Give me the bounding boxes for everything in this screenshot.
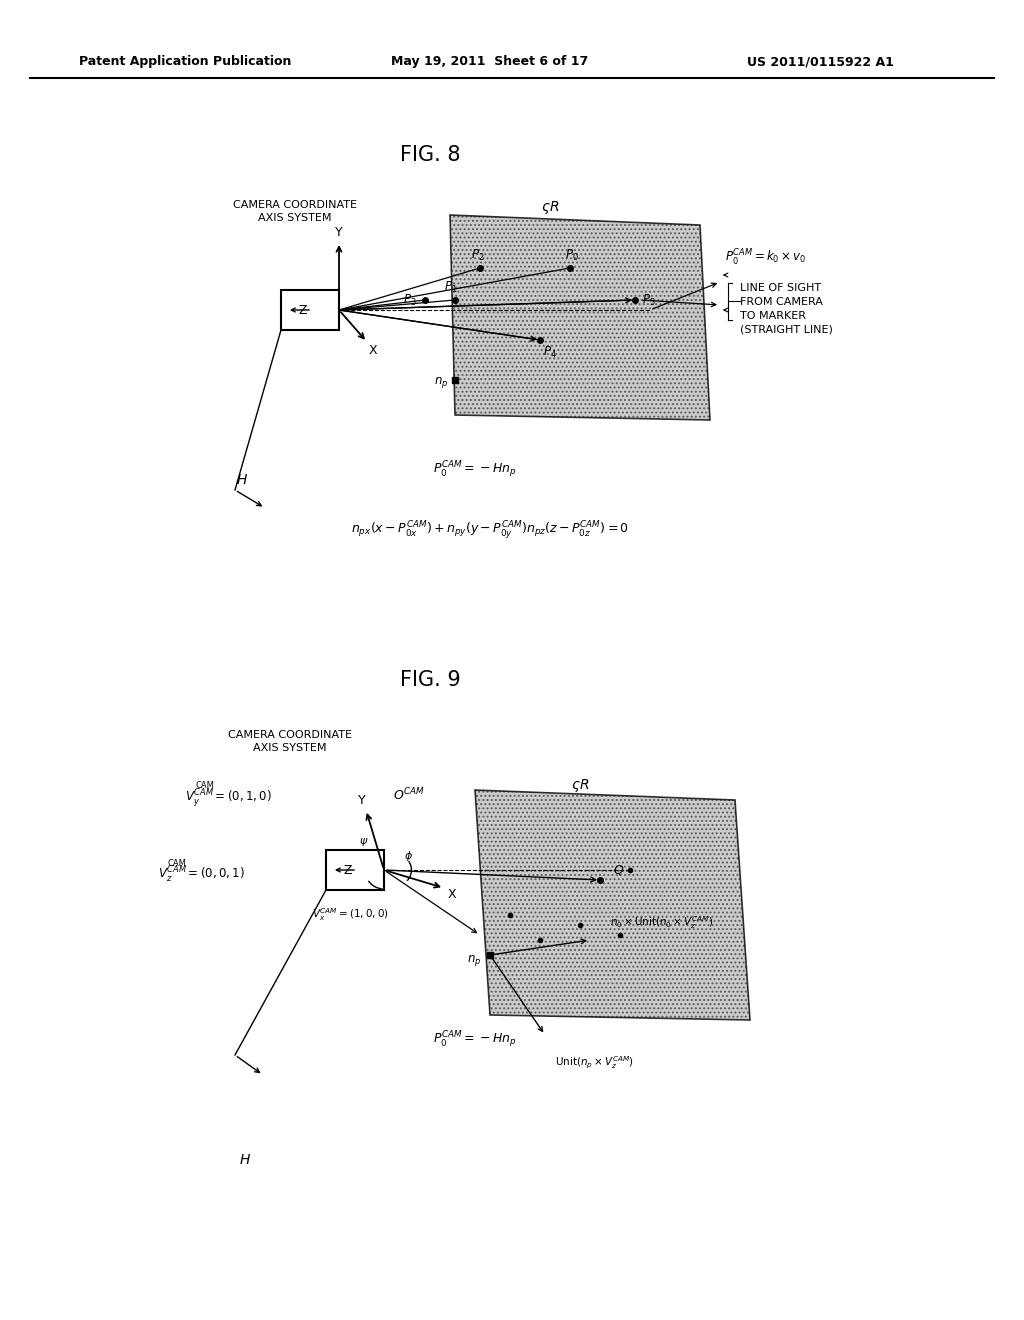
Text: FIG. 9: FIG. 9: [399, 671, 461, 690]
Text: AXIS SYSTEM: AXIS SYSTEM: [253, 743, 327, 752]
Text: $P_2$: $P_2$: [471, 247, 484, 263]
Text: May 19, 2011  Sheet 6 of 17: May 19, 2011 Sheet 6 of 17: [391, 55, 589, 69]
Text: Y: Y: [358, 793, 366, 807]
Text: $\psi$: $\psi$: [359, 836, 369, 847]
Text: $P_4$: $P_4$: [543, 345, 557, 359]
Text: CAMERA COORDINATE: CAMERA COORDINATE: [228, 730, 352, 741]
Text: CAMERA COORDINATE: CAMERA COORDINATE: [233, 201, 357, 210]
Text: CAM: CAM: [195, 781, 214, 791]
Text: $n_{px}(x - P_{0x}^{CAM}) + n_{py}(y - P_{0y}^{CAM})n_{pz}(z - P_{0z}^{CAM}) = 0: $n_{px}(x - P_{0x}^{CAM}) + n_{py}(y - P…: [351, 519, 629, 541]
Text: LINE OF SIGHT: LINE OF SIGHT: [740, 282, 821, 293]
Text: $\varsigma$R: $\varsigma$R: [541, 199, 559, 216]
Text: $V_z^{CAM} = (0, 0, 1)$: $V_z^{CAM} = (0, 0, 1)$: [158, 865, 245, 884]
Text: $P_1$: $P_1$: [444, 280, 458, 294]
Text: TO MARKER: TO MARKER: [740, 312, 806, 321]
Text: Z: Z: [299, 304, 307, 317]
Text: $P_5$: $P_5$: [642, 293, 655, 308]
Text: $V_y^{CAM} = (0, 1, 0)$: $V_y^{CAM} = (0, 1, 0)$: [185, 787, 271, 809]
Text: Y: Y: [335, 226, 343, 239]
Text: $P_0$: $P_0$: [565, 247, 579, 263]
Text: $n_p$: $n_p$: [467, 953, 481, 969]
Text: CAM: CAM: [168, 858, 186, 867]
Text: $P_0^{CAM} = -Hn_p$: $P_0^{CAM} = -Hn_p$: [433, 459, 517, 480]
Bar: [281, 290, 339, 330]
Text: $\phi$: $\phi$: [403, 849, 413, 863]
Text: (STRAIGHT LINE): (STRAIGHT LINE): [740, 325, 833, 335]
Text: Z: Z: [344, 863, 352, 876]
Bar: [326, 850, 384, 890]
Text: X: X: [447, 887, 457, 900]
Text: $n_0 \times \mathrm{Unit}(n_0 \times V_z^{CAM})$: $n_0 \times \mathrm{Unit}(n_0 \times V_z…: [610, 915, 713, 932]
Text: $\varsigma$R: $\varsigma$R: [570, 776, 589, 793]
Text: $V_x^{CAM} = (1, 0, 0)$: $V_x^{CAM} = (1, 0, 0)$: [311, 907, 388, 924]
Text: $O^{CAM}$: $O^{CAM}$: [393, 787, 425, 804]
Text: H: H: [240, 1152, 250, 1167]
Text: $P_0^{CAM} = -Hn_p$: $P_0^{CAM} = -Hn_p$: [433, 1030, 517, 1051]
Text: FIG. 8: FIG. 8: [399, 145, 460, 165]
Text: FROM CAMERA: FROM CAMERA: [740, 297, 823, 308]
Polygon shape: [450, 215, 710, 420]
Text: $P_0^{CAM} = k_0 \times v_0$: $P_0^{CAM} = k_0 \times v_0$: [725, 248, 807, 268]
Text: X: X: [369, 343, 377, 356]
Text: $\mathrm{Unit}(n_p \times V_z^{CAM})$: $\mathrm{Unit}(n_p \times V_z^{CAM})$: [555, 1055, 634, 1072]
Text: $n_p$: $n_p$: [434, 375, 449, 391]
Polygon shape: [475, 789, 750, 1020]
Text: Q: Q: [613, 863, 623, 876]
Text: AXIS SYSTEM: AXIS SYSTEM: [258, 213, 332, 223]
Text: H: H: [237, 473, 247, 487]
Text: US 2011/0115922 A1: US 2011/0115922 A1: [746, 55, 893, 69]
Text: Patent Application Publication: Patent Application Publication: [79, 55, 291, 69]
Text: $P_3$: $P_3$: [403, 293, 417, 308]
